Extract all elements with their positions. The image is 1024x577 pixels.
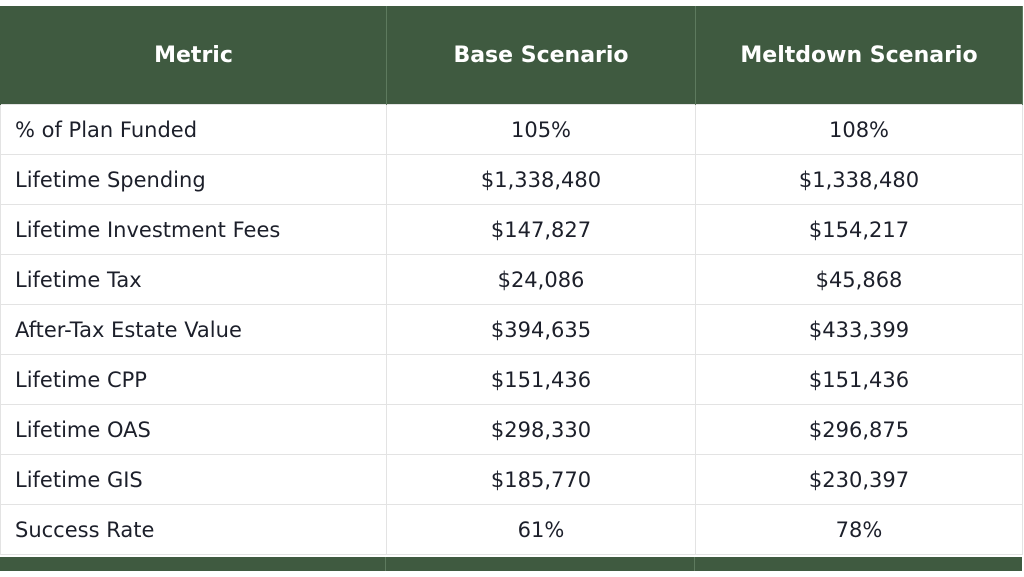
metric-cell: After-Tax Estate Value <box>0 304 387 355</box>
metric-cell: Lifetime CPP <box>0 354 387 405</box>
table-row: Lifetime CPP $151,436 $151,436 <box>0 354 1023 405</box>
metric-cell: % of Plan Funded <box>0 104 387 155</box>
table-row: Lifetime Tax $24,086 $45,868 <box>0 254 1023 305</box>
meltdown-value-cell: $230,397 <box>695 454 1023 505</box>
base-value-cell: $1,338,480 <box>386 154 696 205</box>
metric-cell: Lifetime Investment Fees <box>0 204 387 255</box>
meltdown-value-cell: 108% <box>695 104 1023 155</box>
header-base-scenario: Base Scenario <box>386 6 696 105</box>
table-row: After-Tax Estate Value $394,635 $433,399 <box>0 304 1023 355</box>
meltdown-value-cell: $1,338,480 <box>695 154 1023 205</box>
table-row: Lifetime Investment Fees $147,827 $154,2… <box>0 204 1023 255</box>
header-row: Metric Base Scenario Meltdown Scenario <box>0 6 1023 105</box>
base-value-cell: $394,635 <box>386 304 696 355</box>
table-header: Metric Base Scenario Meltdown Scenario <box>0 6 1023 105</box>
scenario-comparison-table: Metric Base Scenario Meltdown Scenario %… <box>0 6 1023 555</box>
base-value-cell: $24,086 <box>386 254 696 305</box>
meltdown-value-cell: $154,217 <box>695 204 1023 255</box>
base-value-cell: $298,330 <box>386 404 696 455</box>
footer-cell <box>695 557 1022 571</box>
meltdown-value-cell: 78% <box>695 504 1023 555</box>
table-body: % of Plan Funded 105% 108% Lifetime Spen… <box>0 104 1023 555</box>
footer-cell <box>0 557 386 571</box>
table-row: Success Rate 61% 78% <box>0 504 1023 555</box>
table-row: % of Plan Funded 105% 108% <box>0 104 1023 155</box>
meltdown-value-cell: $151,436 <box>695 354 1023 405</box>
table-row: Lifetime GIS $185,770 $230,397 <box>0 454 1023 505</box>
base-value-cell: $147,827 <box>386 204 696 255</box>
header-meltdown-scenario: Meltdown Scenario <box>695 6 1023 105</box>
footer-cell <box>386 557 695 571</box>
base-value-cell: $185,770 <box>386 454 696 505</box>
meltdown-value-cell: $433,399 <box>695 304 1023 355</box>
meltdown-value-cell: $296,875 <box>695 404 1023 455</box>
metric-cell: Lifetime Tax <box>0 254 387 305</box>
table-row: Lifetime OAS $298,330 $296,875 <box>0 404 1023 455</box>
base-value-cell: $151,436 <box>386 354 696 405</box>
header-metric: Metric <box>0 6 387 105</box>
metric-cell: Success Rate <box>0 504 387 555</box>
table-footer-bar <box>0 557 1022 571</box>
metric-cell: Lifetime OAS <box>0 404 387 455</box>
meltdown-value-cell: $45,868 <box>695 254 1023 305</box>
metric-cell: Lifetime Spending <box>0 154 387 205</box>
base-value-cell: 61% <box>386 504 696 555</box>
base-value-cell: 105% <box>386 104 696 155</box>
comparison-table-container: Metric Base Scenario Meltdown Scenario %… <box>0 6 1023 555</box>
metric-cell: Lifetime GIS <box>0 454 387 505</box>
table-row: Lifetime Spending $1,338,480 $1,338,480 <box>0 154 1023 205</box>
